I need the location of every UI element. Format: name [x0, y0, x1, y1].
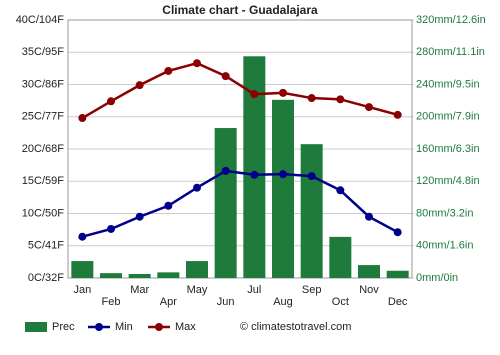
- marker: [135, 212, 144, 221]
- y2-tick-label: 40mm/1.6in: [416, 240, 473, 252]
- x-tick-label: Apr: [160, 296, 177, 308]
- marker: [393, 110, 402, 119]
- x-tick-label: Aug: [273, 296, 293, 308]
- y-tick-label: 10C/50F: [22, 207, 64, 219]
- bar: [128, 273, 151, 278]
- marker: [250, 170, 259, 179]
- y-tick-label: 25C/77F: [22, 111, 64, 123]
- marker: [365, 103, 373, 112]
- marker: [221, 72, 230, 81]
- marker: [193, 59, 201, 68]
- marker: [279, 88, 287, 97]
- marker: [164, 201, 173, 210]
- legend-marker: [155, 323, 163, 331]
- legend-label: Min: [115, 321, 133, 333]
- x-tick-label: May: [187, 284, 208, 296]
- x-tick-label: Dec: [388, 296, 408, 308]
- marker: [135, 81, 144, 90]
- y2-tick-label: 280mm/11.1in: [416, 46, 485, 58]
- bar: [358, 265, 380, 278]
- marker: [336, 186, 345, 195]
- x-tick-label: Oct: [332, 296, 349, 308]
- marker: [307, 172, 316, 181]
- x-tick-label: Mar: [130, 284, 149, 296]
- x-tick-label: Sep: [302, 284, 322, 296]
- y-tick-label: 0C/32F: [28, 272, 64, 284]
- marker: [193, 183, 201, 192]
- y2-tick-label: 0mm/0in: [416, 272, 458, 284]
- bar: [214, 128, 237, 278]
- marker: [221, 166, 230, 175]
- y-tick-label: 35C/95F: [22, 46, 64, 58]
- marker: [250, 90, 259, 99]
- x-tick-label: Feb: [102, 296, 121, 308]
- marker: [107, 97, 115, 106]
- marker: [164, 66, 173, 75]
- y-tick-label: 20C/68F: [22, 143, 64, 155]
- marker: [336, 95, 345, 104]
- y-tick-label: 15C/59F: [22, 175, 64, 187]
- legend-swatch: [25, 322, 47, 332]
- bar: [186, 261, 208, 278]
- y-tick-label: 40C/104F: [16, 14, 65, 26]
- y-tick-label: 30C/86F: [22, 78, 64, 90]
- x-tick-label: Jul: [247, 284, 261, 296]
- y2-tick-label: 240mm/9.5in: [416, 78, 480, 90]
- bar: [386, 270, 409, 278]
- bar: [243, 56, 266, 278]
- bar: [329, 236, 352, 278]
- legend-label: Prec: [52, 321, 75, 333]
- marker: [78, 232, 87, 241]
- y2-tick-label: 80mm/3.2in: [416, 207, 473, 219]
- bar: [157, 272, 180, 278]
- bar: [71, 261, 94, 278]
- x-tick-label: Jan: [73, 284, 91, 296]
- marker: [107, 224, 115, 233]
- chart-title: Climate chart - Guadalajara: [162, 3, 318, 17]
- marker: [393, 228, 402, 237]
- x-tick-label: Jun: [217, 296, 235, 308]
- plot-frame: [67, 19, 413, 279]
- marker: [365, 212, 373, 221]
- y2-tick-label: 200mm/7.9in: [416, 111, 480, 123]
- bar: [300, 144, 323, 278]
- x-tick-label: Nov: [359, 284, 379, 296]
- marker: [78, 114, 87, 123]
- y2-tick-label: 160mm/6.3in: [416, 143, 480, 155]
- y-tick-label: 5C/41F: [28, 240, 64, 252]
- legend-label: Max: [175, 321, 196, 333]
- bar: [272, 99, 294, 278]
- source: © climatestotravel.com: [240, 321, 351, 333]
- bar: [100, 273, 122, 278]
- legend-marker: [95, 323, 103, 331]
- y2-tick-label: 120mm/4.8in: [416, 175, 480, 187]
- marker: [279, 170, 287, 179]
- line: [82, 169, 399, 238]
- line: [81, 61, 398, 120]
- marker: [307, 94, 316, 103]
- y2-tick-label: 320mm/12.6in: [416, 14, 486, 26]
